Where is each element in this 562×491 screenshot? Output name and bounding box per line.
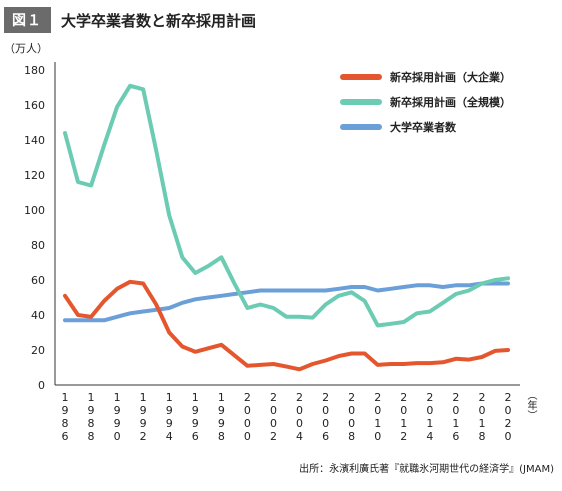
y-tick-label: 80 <box>31 239 45 252</box>
y-tick-label: 140 <box>24 134 45 147</box>
y-tick-label: 100 <box>24 204 45 217</box>
legend-item-graduates: 大学卒業者数 <box>340 114 511 139</box>
legend-label-all-size: 新卒採用計画（全規模） <box>390 95 511 109</box>
legend-label-graduates: 大学卒業者数 <box>390 120 456 134</box>
y-tick-label: 120 <box>24 169 45 182</box>
source-note: 出所：永濱利廣氏著『就職氷河期世代の経済学』(JMAM) <box>299 464 554 475</box>
x-axis-unit-label: （年） <box>525 390 536 420</box>
y-tick-label: 60 <box>31 274 45 287</box>
chart-title: 大学卒業者数と新卒採用計画 <box>61 11 257 30</box>
y-axis-unit-label: （万人） <box>4 42 48 55</box>
series-line-2 <box>63 281 510 323</box>
legend-swatch-large-firm <box>340 73 382 80</box>
series-line-0 <box>63 279 510 372</box>
y-tick-label: 20 <box>31 344 45 357</box>
y-tick-label: 40 <box>31 309 45 322</box>
figure-header: 図１ 大学卒業者数と新卒採用計画 <box>4 6 256 34</box>
legend-item-all-size: 新卒採用計画（全規模） <box>340 89 511 114</box>
y-tick-label: 0 <box>38 379 45 392</box>
legend-item-large-firm: 新卒採用計画（大企業） <box>340 64 511 89</box>
legend-swatch-graduates <box>340 123 382 130</box>
figure-number-badge: 図１ <box>4 7 51 33</box>
y-tick-label: 160 <box>24 99 45 112</box>
y-tick-label: 180 <box>24 64 45 77</box>
legend-swatch-all-size <box>340 98 382 105</box>
series-line-1 <box>63 83 510 328</box>
chart-legend: 新卒採用計画（大企業） 新卒採用計画（全規模） 大学卒業者数 <box>340 64 511 139</box>
legend-label-large-firm: 新卒採用計画（大企業） <box>390 70 511 84</box>
